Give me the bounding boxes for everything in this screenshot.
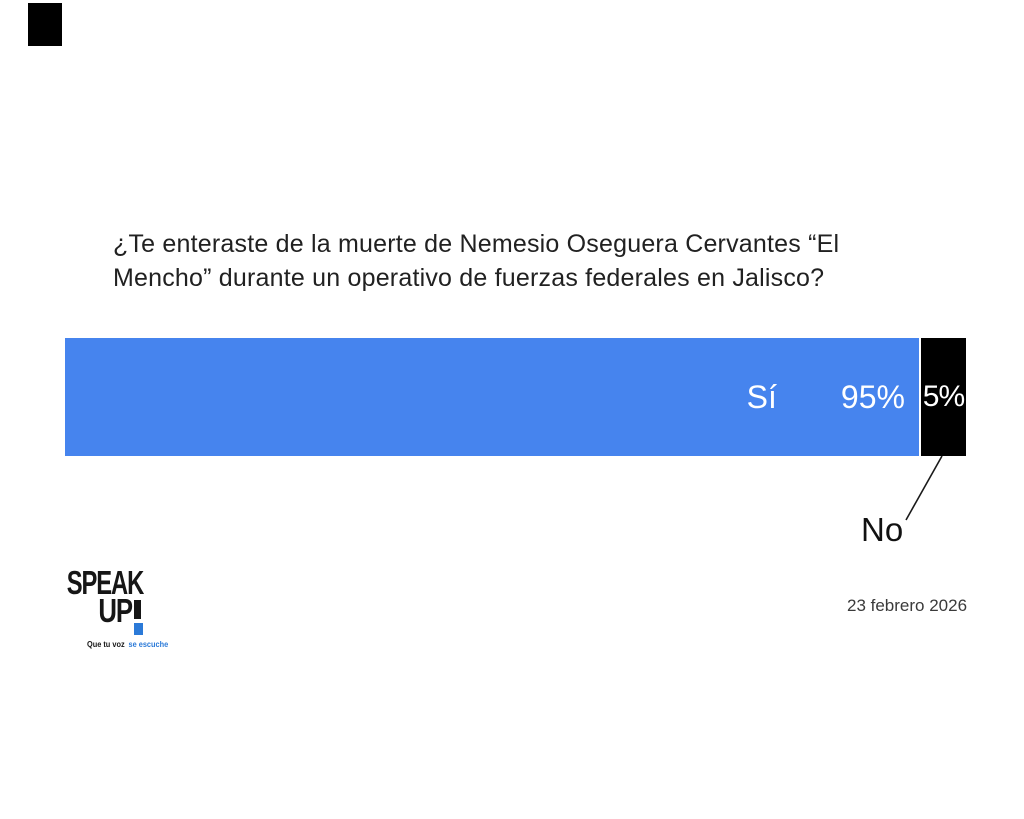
- date-label: 23 febrero 2026: [847, 596, 968, 615]
- corner-mark: [28, 3, 62, 46]
- speakup-logo: SPEAK UP Que tu voz se escuche: [61, 564, 169, 649]
- logo-exclamation-icon: [134, 597, 143, 637]
- logo-exclamation-dot: [134, 623, 143, 635]
- logo-up-row: UP: [89, 592, 143, 637]
- tagline-black-part: Que tu voz: [87, 640, 125, 649]
- tagline-blue-part: se escuche: [128, 640, 169, 649]
- logo-tagline: Que tu voz se escuche: [87, 640, 168, 649]
- question-title: ¿Te enteraste de la muerte de Nemesio Os…: [113, 227, 883, 295]
- question-line-2: Mencho” durante un operativo de fuerzas …: [113, 264, 825, 292]
- no-value-label: 5%: [922, 380, 965, 413]
- bar-segment-si: Sí 95%: [65, 338, 921, 456]
- logo-speak-text: SPEAK: [66, 564, 145, 601]
- no-callout-label: No: [861, 511, 904, 548]
- si-value-label: 95%: [840, 378, 905, 415]
- callout-leader-line: [905, 455, 943, 521]
- logo-exclamation-stem: [134, 600, 141, 619]
- question-line-1: ¿Te enteraste de la muerte de Nemesio Os…: [113, 230, 840, 258]
- bar-segment-no: 5%: [920, 338, 966, 456]
- si-label: Sí: [746, 378, 777, 415]
- logo-up-text: UP: [98, 592, 134, 629]
- bar-chart: Sí 95% 5%: [65, 338, 966, 456]
